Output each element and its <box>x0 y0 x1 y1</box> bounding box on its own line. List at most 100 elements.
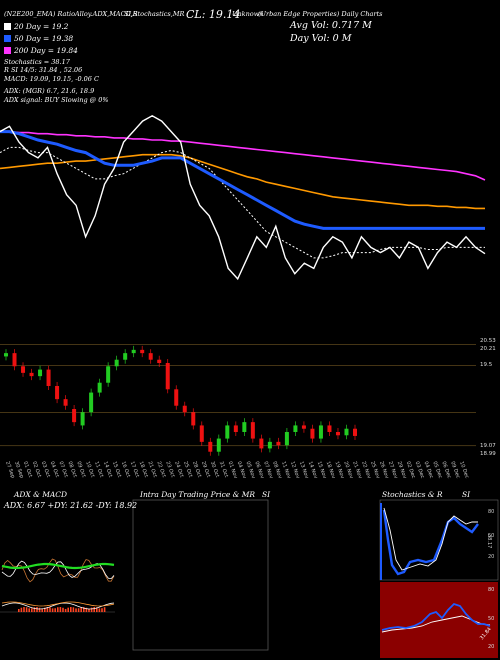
candle-body <box>327 425 332 432</box>
macd-histogram-bar <box>75 608 77 612</box>
candle-body <box>284 432 289 446</box>
date-tick-label: 22 Nov <box>360 461 372 480</box>
company-name: (Urban Edge Properties) Daily Charts <box>258 10 383 18</box>
macd-histogram-bar <box>90 607 93 612</box>
macd-histogram-bar <box>33 607 36 612</box>
candle-body <box>97 382 102 393</box>
date-tick-label: 13 Nov <box>298 461 310 480</box>
intraday-panel-title: Intra Day Trading Price & MR <box>140 490 256 499</box>
candle-body <box>174 389 179 406</box>
legend-ma50: 50 Day = 19.38 <box>4 34 73 43</box>
ma20-swatch <box>4 23 11 30</box>
macd-histogram-bar <box>80 607 82 612</box>
date-tick-label: 17 Oct <box>129 461 140 479</box>
candle-body <box>208 441 213 452</box>
macd-histogram-bar <box>23 607 25 612</box>
stoch-panel-title: Stochastics & R <box>382 490 443 499</box>
stochastics-stat: Stochastics = 38.17 <box>4 58 70 66</box>
date-tick-label: 30 Oct <box>209 461 220 479</box>
candle-body <box>301 425 306 429</box>
price-label: 18.99 <box>480 451 496 457</box>
candle-body <box>4 353 8 357</box>
rsi-line <box>381 602 491 631</box>
candle-body <box>225 425 230 439</box>
date-tick-label: 22 Oct <box>155 461 166 479</box>
legend-ma50-label: 50 Day = 19.38 <box>14 34 74 43</box>
macd-histogram-bar <box>96 607 98 612</box>
candle-body <box>157 359 162 363</box>
date-tick-label: 08 Oct <box>66 461 77 479</box>
stoch-panel-frame <box>379 499 499 581</box>
stoch-left-edge <box>380 503 382 580</box>
candle-body <box>242 422 247 432</box>
date-tick-label: 29 Oct <box>200 461 211 479</box>
intraday-panel-si: SI <box>262 490 271 499</box>
ma200-swatch <box>4 47 11 54</box>
adx-stat: ADX: (MGR) 6.7, 21.6, 18.9 <box>4 87 95 95</box>
date-tick-label: 03 Oct <box>40 461 51 479</box>
macd-histogram-bar <box>98 608 101 612</box>
rsi-panel-bg <box>380 582 498 658</box>
date-tick-label: 27 Nov <box>387 461 399 480</box>
date-tick-label: 05 Dec <box>431 461 443 480</box>
stoch-tick-label: 20 <box>488 554 494 560</box>
candle-body <box>63 399 68 406</box>
date-tick-label: 15 Nov <box>316 461 328 480</box>
macd-histogram-bar <box>64 608 67 612</box>
macd-histogram-bar <box>41 608 43 612</box>
candle-body <box>335 432 340 436</box>
plus-dy-line <box>1 558 115 583</box>
header-unknown: Unknown <box>232 10 264 18</box>
candle-body <box>310 428 315 439</box>
macd-histogram-bar <box>59 607 62 612</box>
macd-histogram-bar <box>20 607 23 612</box>
date-tick-label: 04 Dec <box>423 461 435 480</box>
macd-histogram-bar <box>77 608 80 612</box>
candle-body <box>89 392 94 413</box>
intraday-panel-frame <box>132 499 269 651</box>
macd-histogram-bar <box>44 607 46 612</box>
macd-histogram-bar <box>85 607 88 612</box>
candle-body <box>72 409 77 423</box>
candle-body <box>123 353 128 360</box>
date-tick-label: 10 Dec <box>458 461 470 480</box>
macd-histogram-bar <box>46 607 49 612</box>
candle-body <box>131 349 136 354</box>
date-tick-label: 24 Oct <box>173 461 184 479</box>
date-tick-label: 31 Oct <box>218 461 229 479</box>
candle-body <box>29 372 34 377</box>
day-volume: Day Vol: 0 M <box>290 33 352 44</box>
candle-body <box>165 363 170 390</box>
macd-histogram-bar <box>70 607 72 612</box>
macd-histogram-bar <box>36 607 38 612</box>
candle-body <box>140 349 145 354</box>
candle-body <box>216 438 221 452</box>
macd-histogram-bar <box>31 608 33 612</box>
rsi-tick-label: 80 <box>488 587 494 593</box>
date-tick-label: 01 Oct <box>22 461 33 479</box>
macd-signal-line <box>1 601 115 607</box>
date-tick-label: 08 Nov <box>271 461 283 480</box>
legend-ma200: 200 Day = 19.84 <box>4 46 78 55</box>
candle-body <box>318 425 323 439</box>
series-line-50-day <box>0 130 485 230</box>
date-tick-label: 29 Nov <box>396 461 408 480</box>
candle-body <box>259 438 264 449</box>
date-tick-label: 20 Nov <box>342 461 354 480</box>
date-tick-label: 14 Nov <box>307 461 319 480</box>
macd-histogram-bar <box>67 607 69 612</box>
series-line-200-day <box>0 130 486 181</box>
date-tick-label: 23 Oct <box>164 461 175 479</box>
candle-body <box>293 425 298 432</box>
date-tick-label: 21 Nov <box>351 461 363 480</box>
macd-histogram-bar <box>101 608 103 612</box>
price-label: 19.5 <box>480 362 493 368</box>
candle-body <box>21 366 26 373</box>
date-tick-label: 14 Oct <box>102 461 113 479</box>
macd-histogram-bar <box>25 607 28 612</box>
candle-body <box>353 428 357 436</box>
stoch-d-line <box>383 507 478 571</box>
candle-body <box>114 359 119 367</box>
